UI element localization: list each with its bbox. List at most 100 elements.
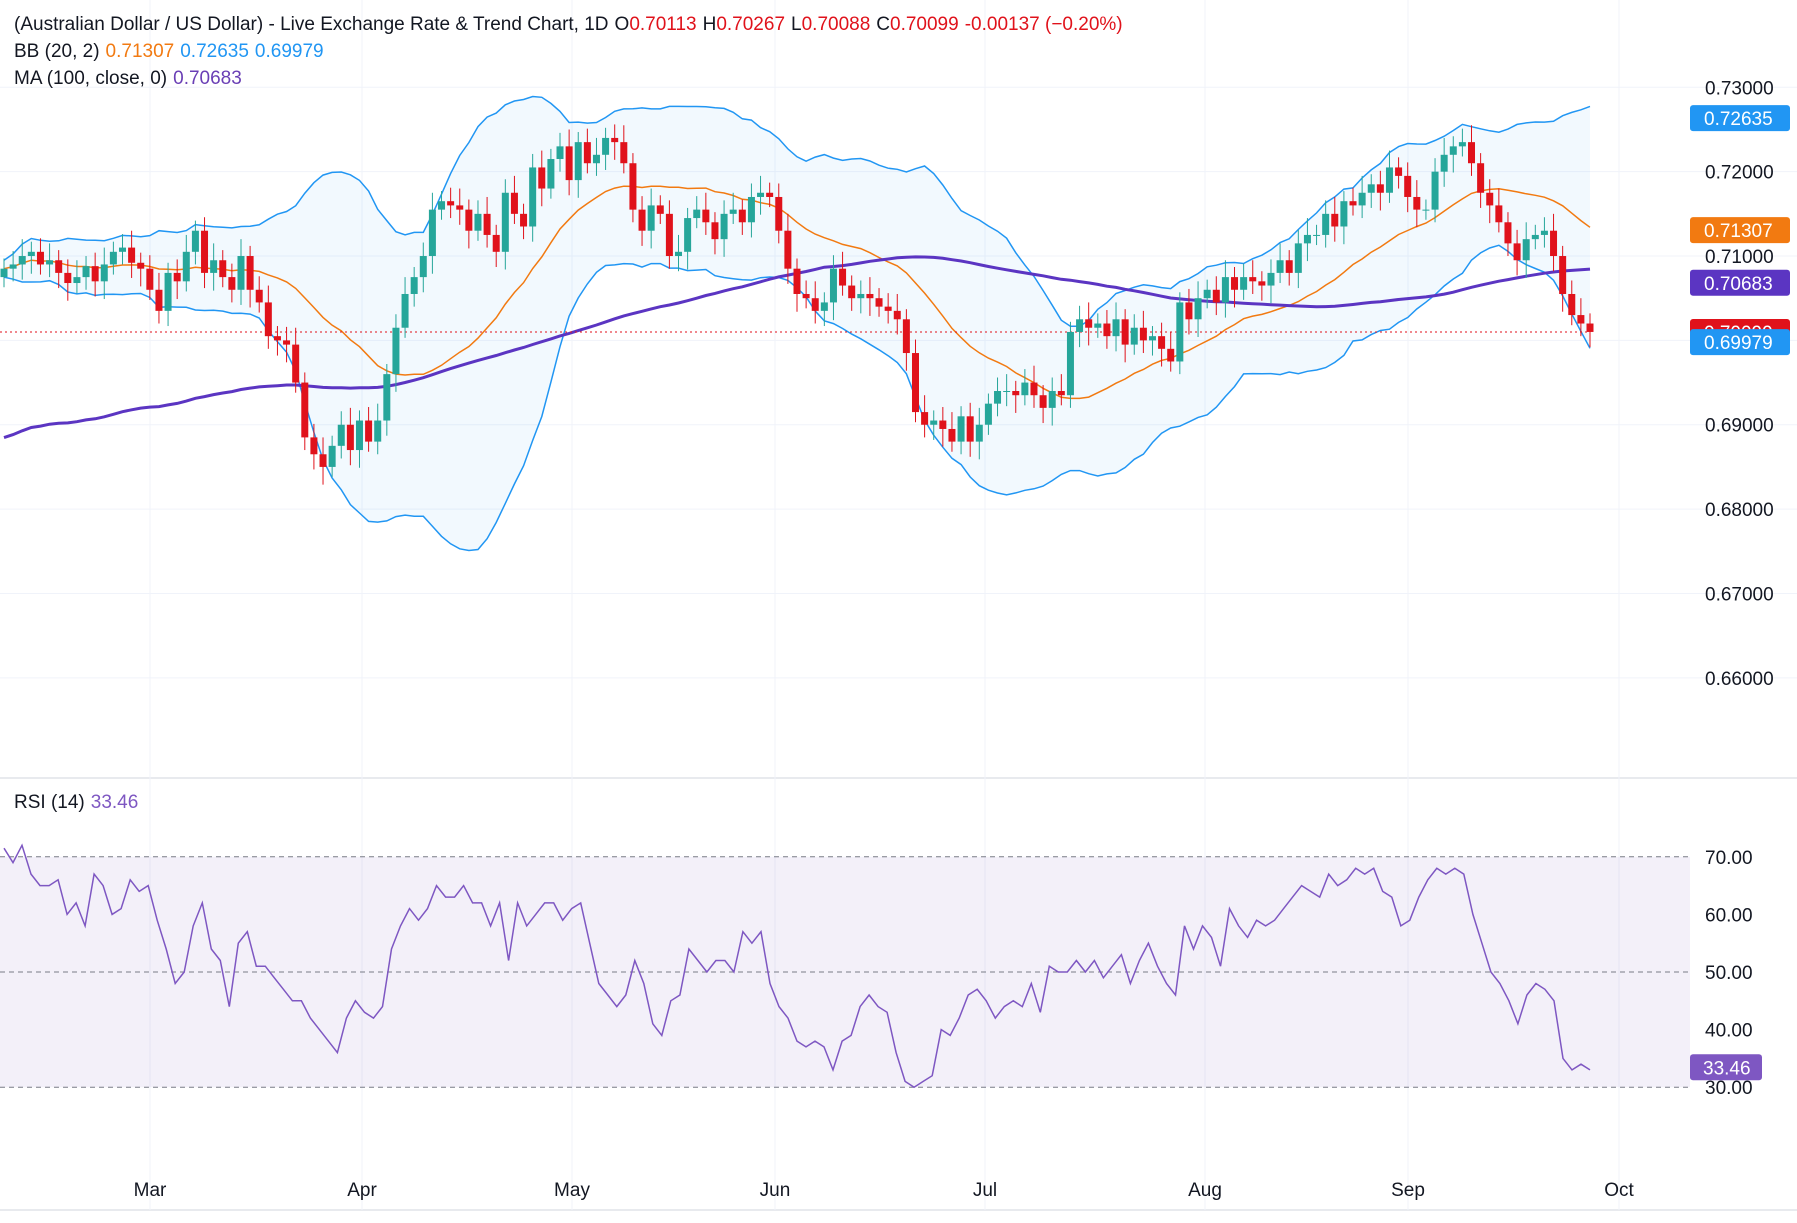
candle-body <box>1404 175 1412 197</box>
candle-body <box>1486 192 1494 206</box>
candle-body <box>1112 319 1120 337</box>
candle-body <box>55 260 63 273</box>
candle-body <box>337 424 345 446</box>
candle-body <box>1148 336 1156 341</box>
candle-body <box>1030 382 1038 396</box>
candle-body <box>1057 391 1065 396</box>
price-tick-label: 0.68000 <box>1705 500 1774 521</box>
open-label: O <box>614 14 630 35</box>
candle-body <box>191 230 199 252</box>
candle-body <box>875 298 883 307</box>
candle-body <box>1231 277 1239 290</box>
candle-body <box>456 205 464 210</box>
price-badge <box>1690 217 1790 244</box>
candle-body <box>1376 184 1384 193</box>
rsi-badge-label: 33.46 <box>1703 1058 1751 1079</box>
candle-body <box>46 260 54 265</box>
candle-body <box>1103 323 1111 337</box>
candle-body <box>128 247 136 263</box>
candle-body <box>219 260 227 278</box>
candle-body <box>1449 146 1457 155</box>
candle-body <box>1139 327 1147 341</box>
candle-body <box>902 319 910 354</box>
candle-body <box>155 289 163 311</box>
price-tick-label: 0.72000 <box>1705 163 1774 184</box>
candle-body <box>1367 184 1375 193</box>
candle-body <box>36 251 44 265</box>
candle-body <box>492 234 500 252</box>
candle-body <box>529 167 537 227</box>
candle-body <box>857 293 865 299</box>
candle-body <box>1568 293 1576 316</box>
candle-body <box>784 230 792 269</box>
rsi-label: RSI (14) <box>14 792 85 813</box>
candle-body <box>1322 213 1330 235</box>
candle-body <box>647 205 655 231</box>
price-badge <box>1690 105 1790 132</box>
candle-body <box>811 298 819 311</box>
candle-body <box>921 412 929 425</box>
candle-body <box>1477 163 1485 193</box>
candle-body <box>118 247 126 252</box>
candle-body <box>939 420 947 429</box>
candle-body <box>1531 234 1539 240</box>
candle-body <box>538 167 546 189</box>
bb-lower-value: 0.69979 <box>254 41 324 62</box>
candle-body <box>1085 319 1093 328</box>
candle-body <box>146 268 154 290</box>
low-label: L <box>791 14 802 35</box>
bb-label: BB (20, 2) <box>14 41 100 62</box>
month-tick-label: Aug <box>1188 1180 1222 1201</box>
open-value: 0.70113 <box>629 14 697 35</box>
candle-body <box>1240 277 1248 290</box>
candle-body <box>702 209 710 223</box>
candle-body <box>310 437 318 455</box>
rsi-value: 33.46 <box>90 792 139 813</box>
candle-body <box>638 209 646 231</box>
rsi-line <box>3 843 1591 1089</box>
bb-upper-value: 0.72635 <box>180 41 249 62</box>
candle-body <box>383 374 391 421</box>
candle-body <box>1413 196 1421 210</box>
candle-body <box>438 201 446 210</box>
rsi-legend: RSI (14) 33.46 <box>14 792 144 814</box>
candle-body <box>738 209 746 223</box>
candle-body <box>547 159 555 189</box>
candle-body <box>1540 230 1548 235</box>
candle-body <box>392 327 400 375</box>
candle-body <box>355 420 363 451</box>
price-tick-label: 0.69000 <box>1705 416 1774 437</box>
bb-mid-value: 0.71307 <box>105 41 175 62</box>
close-value: 0.70099 <box>890 14 959 35</box>
candle-body <box>675 251 683 257</box>
candle-body <box>173 272 181 282</box>
candle-body <box>1276 260 1284 273</box>
price-tick-label: 0.71000 <box>1705 247 1774 268</box>
candle-body <box>966 416 974 442</box>
candle-body <box>1422 209 1430 211</box>
month-tick-label: Jul <box>973 1180 997 1201</box>
candle-body <box>775 196 783 231</box>
candle-body <box>766 192 774 197</box>
candle-body <box>884 306 892 311</box>
candle-body <box>447 201 455 206</box>
candle-body <box>1577 315 1585 324</box>
month-tick-label: Sep <box>1391 1180 1425 1201</box>
price-badge <box>1690 329 1790 356</box>
candle-body <box>1458 142 1466 147</box>
candle-body <box>1440 154 1448 172</box>
candle-body <box>1203 289 1211 299</box>
candle-body <box>273 336 281 341</box>
candle-body <box>210 260 218 273</box>
candle-body <box>428 209 436 257</box>
low-value: 0.70088 <box>801 14 871 35</box>
price-badge <box>1690 269 1790 296</box>
candle-body <box>820 302 828 311</box>
candle-body <box>1395 167 1403 176</box>
candle-body <box>711 222 719 240</box>
candle-body <box>1130 327 1138 345</box>
header-price-row: (Australian Dollar / US Dollar) - Live E… <box>14 14 1129 36</box>
candle-body <box>994 391 1002 404</box>
candle-body <box>757 192 765 197</box>
